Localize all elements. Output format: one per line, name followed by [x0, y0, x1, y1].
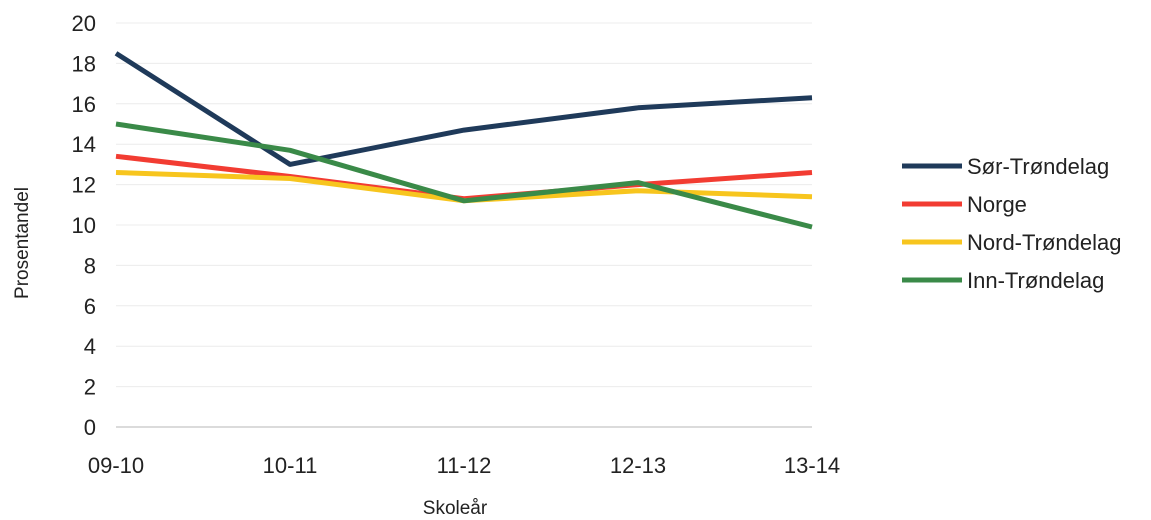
x-tick-label: 12-13	[610, 453, 666, 478]
y-tick-label: 10	[72, 213, 96, 238]
series-line-inn-trondelag	[115, 121, 813, 230]
y-tick-label: 0	[84, 415, 96, 440]
x-tick-label: 11-12	[437, 453, 492, 478]
legend-label-norge: Norge	[967, 192, 1027, 217]
legend-label-inn-trondelag: Inn-Trøndelag	[967, 268, 1104, 293]
x-tick-label: 13-14	[784, 453, 840, 478]
y-axis-tick-labels: 0 2 4 6 8 10 12 14 16 18 20	[72, 11, 96, 440]
legend-label-sor-trondelag: Sør-Trøndelag	[967, 154, 1109, 179]
y-tick-label: 14	[72, 132, 96, 157]
x-axis-tick-labels: 09-10 10-11 11-12 12-13 13-14	[88, 453, 840, 478]
y-tick-label: 4	[84, 334, 96, 359]
y-tick-label: 8	[84, 253, 96, 278]
legend-label-nord-trondelag: Nord-Trøndelag	[967, 230, 1121, 255]
y-tick-label: 16	[72, 92, 96, 117]
x-tick-label: 09-10	[88, 453, 144, 478]
gridlines	[116, 22, 812, 388]
y-tick-label: 18	[72, 51, 96, 76]
series-line-sor-trondelag	[114, 51, 813, 167]
y-tick-label: 12	[72, 173, 96, 198]
y-axis-title: Prosentandel	[12, 187, 33, 299]
y-tick-label: 20	[72, 11, 96, 36]
series-lines	[114, 51, 813, 230]
x-axis-title: Skoleår	[423, 498, 488, 519]
y-tick-label: 2	[84, 375, 96, 400]
legend: Sør-Trøndelag Norge Nord-Trøndelag Inn-Trøn…	[902, 154, 1121, 293]
x-tick-label: 10-11	[263, 453, 318, 478]
y-tick-label: 6	[84, 294, 96, 319]
